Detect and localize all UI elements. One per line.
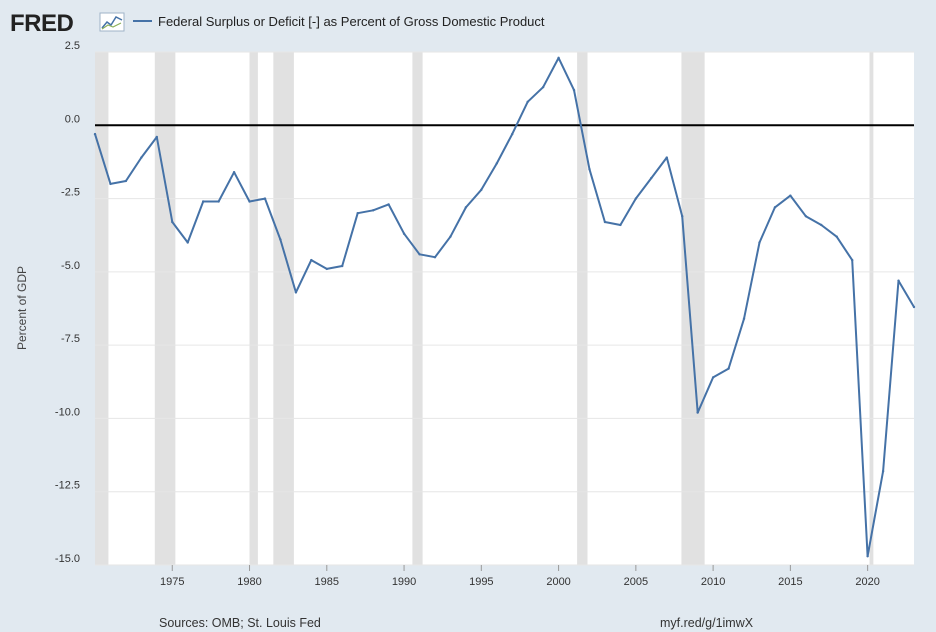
data-point (402, 232, 406, 235)
legend-label: Federal Surplus or Deficit [-] as Percen… (158, 14, 545, 29)
data-point (696, 411, 699, 414)
x-tick-label: 2000 (546, 576, 570, 588)
data-point (572, 88, 576, 92)
x-tick-label: 2020 (855, 576, 879, 588)
data-point (186, 241, 189, 244)
x-tick-label: 1990 (392, 576, 416, 588)
data-point (109, 182, 112, 186)
y-tick-label: 0.0 (65, 113, 80, 125)
x-tick-label: 1995 (469, 576, 493, 588)
data-point (140, 156, 143, 159)
recession-band (869, 52, 874, 565)
data-point (418, 253, 421, 256)
data-point (480, 188, 483, 191)
data-point (464, 206, 468, 209)
data-point (93, 132, 97, 136)
data-point (603, 220, 607, 224)
recession-band (95, 52, 109, 565)
y-tick-label: -7.5 (61, 333, 80, 345)
recession-band (273, 52, 294, 565)
data-point (325, 267, 328, 271)
data-point (511, 132, 514, 136)
x-tick-label: 2015 (778, 576, 802, 588)
data-point (495, 162, 498, 165)
y-tick-label: -2.5 (61, 187, 80, 199)
data-point (634, 197, 638, 200)
data-point (650, 176, 653, 180)
data-point (619, 223, 622, 227)
data-point (742, 317, 746, 320)
data-point (850, 258, 854, 262)
data-point (711, 376, 715, 379)
data-point (773, 206, 777, 209)
data-point (155, 135, 159, 139)
data-point (310, 258, 313, 262)
data-point (866, 555, 869, 558)
x-tick-label: 1980 (237, 576, 261, 588)
data-point (356, 212, 359, 215)
fred-logo-text: FRED (10, 10, 74, 37)
data-point (588, 168, 591, 171)
recession-band (412, 52, 423, 565)
data-point (727, 367, 730, 370)
recession-band (681, 52, 705, 565)
data-point (804, 214, 808, 218)
data-point (881, 469, 885, 473)
footer-link[interactable]: myf.red/g/1imwX (660, 616, 754, 630)
data-point (371, 209, 375, 212)
x-tick-label: 2005 (624, 576, 648, 588)
recession-shading (95, 52, 874, 565)
y-tick-label: -10.0 (55, 406, 80, 418)
y-tick-label: -15.0 (55, 553, 80, 565)
data-point (835, 235, 838, 238)
data-point (232, 170, 236, 174)
series-layer (93, 56, 916, 558)
y-tick-label: -12.5 (55, 480, 80, 492)
fred-logo[interactable]: FRED (10, 10, 125, 37)
x-axis-ticks: 1975 1980 1985 1990 1995 2000 2005 2010 2015 2020 (160, 565, 880, 588)
data-point (433, 256, 437, 259)
x-tick-label: 2010 (701, 576, 725, 588)
x-tick-label: 1985 (315, 576, 339, 588)
data-point (665, 156, 668, 159)
fred-logo-chart-icon (99, 12, 125, 32)
recession-band (154, 52, 176, 565)
data-point (294, 291, 298, 294)
data-point (912, 305, 916, 309)
y-tick-label: 2.5 (65, 40, 80, 52)
data-point (217, 200, 220, 203)
y-tick-label: -5.0 (61, 260, 80, 272)
data-point (897, 279, 900, 282)
plot-area (95, 52, 914, 565)
data-point (526, 100, 529, 104)
data-point (449, 235, 452, 238)
legend: Federal Surplus or Deficit [-] as Percen… (133, 14, 545, 29)
data-point (341, 264, 344, 268)
data-point (758, 241, 761, 244)
y-axis-ticks: 2.5 0.0 -2.5 -5.0 -7.5 -10.0 -12.5 -15.0 (55, 40, 80, 565)
data-point (681, 214, 684, 218)
data-point (557, 56, 560, 60)
x-tick-label: 1975 (160, 576, 184, 588)
series-line (94, 56, 915, 558)
footer-sources: Sources: OMB; St. Louis Fed (159, 616, 321, 630)
y-axis-title: Percent of GDP (15, 266, 29, 350)
data-point (387, 203, 390, 206)
data-point (279, 238, 282, 241)
recession-band (577, 52, 588, 565)
data-point (820, 223, 823, 227)
data-point (201, 200, 205, 203)
data-point (171, 220, 174, 224)
data-point (789, 194, 792, 197)
data-point (124, 179, 128, 183)
recession-band (249, 52, 258, 565)
data-point (263, 197, 267, 200)
data-point (248, 200, 251, 203)
data-point (541, 85, 545, 89)
